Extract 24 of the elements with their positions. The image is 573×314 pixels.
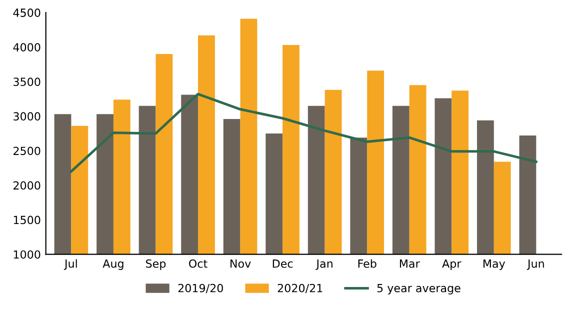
line-series [70, 92, 538, 173]
x-tick-label: Jul [64, 259, 77, 270]
x-tick-label: Sep [146, 259, 166, 270]
x-tick-label: Jan [316, 260, 332, 270]
x-tick-label: Mar [400, 260, 420, 268]
legend-label: 2019/20 [178, 284, 223, 294]
x-tick-label: Dec [272, 260, 293, 268]
x-tick-label: Feb [358, 259, 376, 268]
x-tick-label: Oct [189, 259, 208, 268]
x-tick-label: Jun [526, 260, 544, 270]
y-tick-label: 1500 [14, 216, 40, 224]
y-tick-label: 4000 [13, 43, 40, 52]
x-tick-label: Aug [102, 260, 124, 270]
legend-label: 5 year average [377, 284, 460, 294]
x-tick-label: May [484, 260, 506, 270]
y-tick-label: 1000 [14, 250, 40, 259]
y-tick-label: 2000 [14, 181, 40, 190]
y-tick-label: 4500 [13, 8, 40, 17]
x-tick-label: Nov [230, 260, 251, 268]
x-tick-label: Apr [442, 260, 462, 270]
legend-label: 2020/21 [278, 284, 322, 294]
y-tick-label: 3500 [14, 78, 40, 86]
y-tick-label: 2500 [14, 146, 40, 156]
y-tick-label: 3000 [14, 112, 40, 121]
